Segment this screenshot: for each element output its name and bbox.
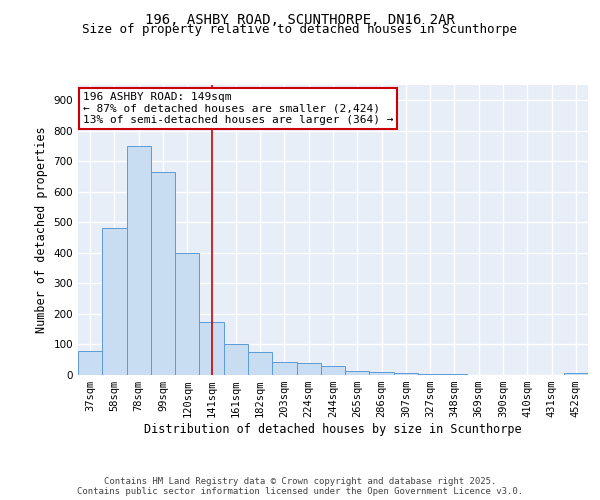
- Bar: [248, 352, 272, 375]
- Text: 196 ASHBY ROAD: 149sqm
← 87% of detached houses are smaller (2,424)
13% of semi-: 196 ASHBY ROAD: 149sqm ← 87% of detached…: [83, 92, 394, 126]
- Text: Size of property relative to detached houses in Scunthorpe: Size of property relative to detached ho…: [83, 22, 517, 36]
- Text: 196, ASHBY ROAD, SCUNTHORPE, DN16 2AR: 196, ASHBY ROAD, SCUNTHORPE, DN16 2AR: [145, 12, 455, 26]
- Bar: [78, 351, 102, 375]
- Text: Contains public sector information licensed under the Open Government Licence v3: Contains public sector information licen…: [77, 488, 523, 496]
- X-axis label: Distribution of detached houses by size in Scunthorpe: Distribution of detached houses by size …: [144, 423, 522, 436]
- Bar: [199, 322, 224, 375]
- Text: Contains HM Land Registry data © Crown copyright and database right 2025.: Contains HM Land Registry data © Crown c…: [104, 478, 496, 486]
- Bar: [296, 364, 321, 375]
- Bar: [370, 372, 394, 375]
- Bar: [127, 146, 151, 375]
- Bar: [175, 253, 199, 375]
- Bar: [224, 344, 248, 375]
- Bar: [564, 374, 588, 375]
- Bar: [272, 362, 296, 375]
- Y-axis label: Number of detached properties: Number of detached properties: [35, 126, 48, 334]
- Bar: [418, 374, 442, 375]
- Bar: [321, 366, 345, 375]
- Bar: [345, 372, 370, 375]
- Bar: [394, 373, 418, 375]
- Bar: [151, 172, 175, 375]
- Bar: [442, 374, 467, 375]
- Bar: [102, 228, 127, 375]
